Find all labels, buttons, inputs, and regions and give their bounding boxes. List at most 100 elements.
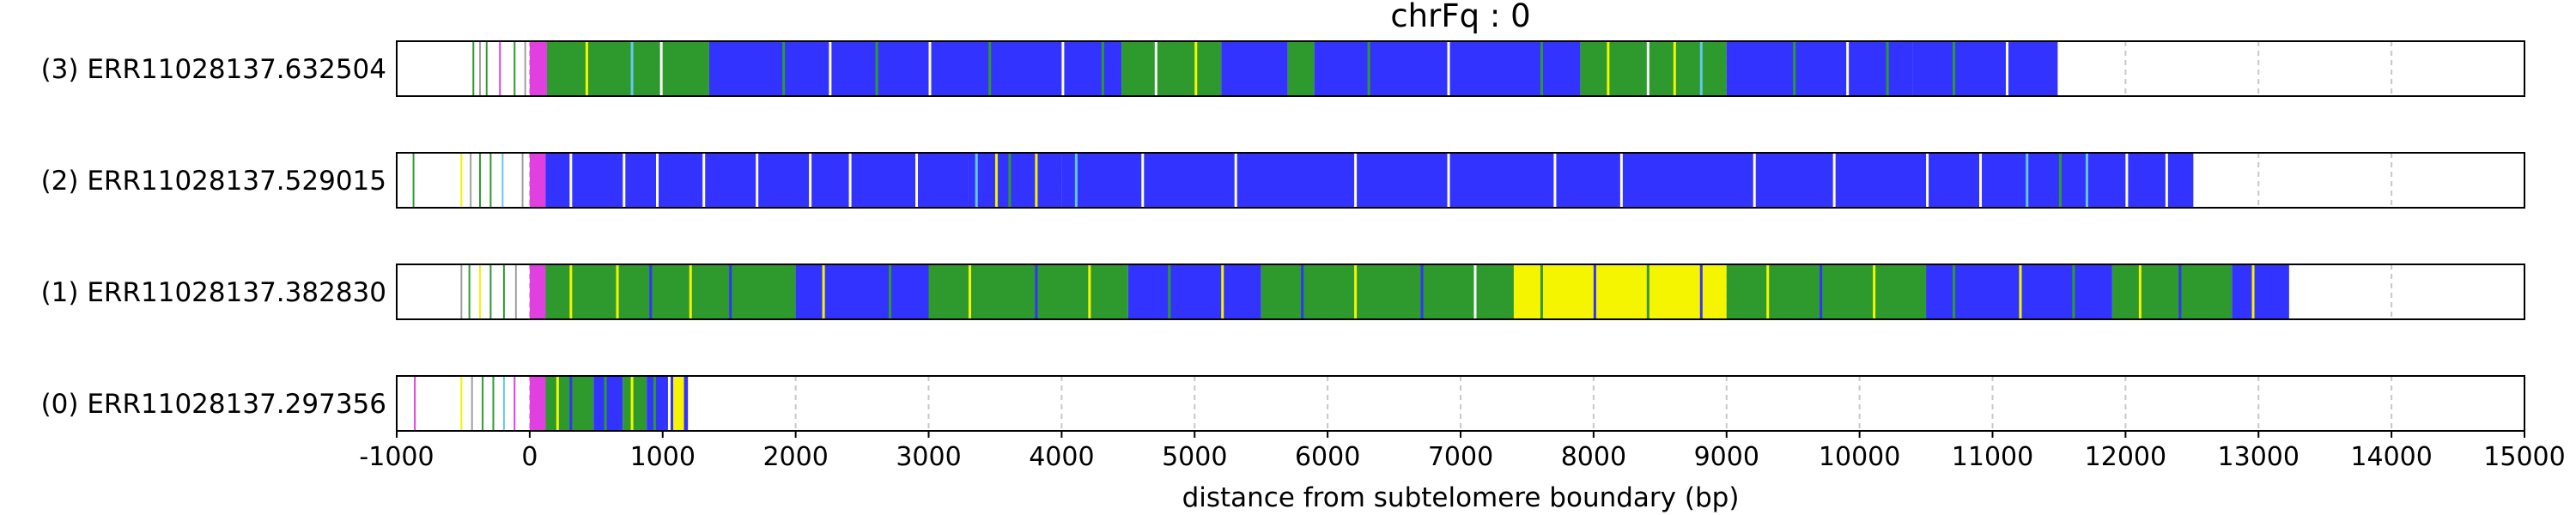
read-track: (1) ERR11028137.382830 (41, 264, 2525, 320)
stripe (569, 153, 573, 208)
read-label: (0) ERR11028137.297356 (41, 389, 386, 420)
stripe (1074, 153, 1078, 208)
stripe (1354, 264, 1358, 319)
x-tick-label: 10000 (1819, 442, 1900, 472)
x-tick-label: 14000 (2350, 442, 2432, 472)
stripe (1953, 264, 1956, 319)
stripe (667, 376, 671, 431)
stripe (1420, 264, 1424, 319)
stripe (630, 376, 634, 431)
stripe (1886, 41, 1889, 96)
read-label: (1) ERR11028137.382830 (41, 277, 386, 308)
stripe (1234, 153, 1237, 208)
segment (1121, 41, 1222, 96)
segment (2019, 153, 2194, 208)
x-tick-label: 6000 (1295, 442, 1360, 472)
segment (1287, 41, 1315, 96)
stripe (1154, 41, 1157, 96)
x-tick-label: 3000 (896, 442, 961, 472)
segment (545, 264, 796, 319)
stripe (1367, 41, 1370, 96)
stripe (822, 264, 825, 319)
x-tick-label: 8000 (1561, 442, 1626, 472)
segment (529, 41, 548, 96)
stripe (659, 41, 663, 96)
read-track: (3) ERR11028137.632504 (41, 40, 2525, 97)
prelude-mark (501, 153, 504, 208)
segment (547, 41, 709, 96)
segment (928, 264, 1128, 319)
stripe (1141, 153, 1145, 208)
stripe (1061, 41, 1065, 96)
stripe (1035, 153, 1038, 208)
x-axis-label: distance from subtelomere boundary (bp) (1182, 482, 1740, 513)
stripe (1194, 41, 1198, 96)
stripe (1221, 264, 1224, 319)
stripe (2165, 153, 2168, 208)
segment (1580, 41, 1727, 96)
stripe (756, 153, 759, 208)
stripe (630, 41, 634, 96)
segment (623, 376, 647, 431)
segment (968, 153, 1062, 208)
stripe (2019, 264, 2022, 319)
prelude-mark (460, 264, 463, 319)
read-label: (2) ERR11028137.529015 (41, 166, 386, 197)
stripe (1035, 264, 1038, 319)
stripe (585, 41, 588, 96)
track-frame-bg (397, 376, 2524, 431)
prelude-mark (472, 41, 475, 96)
x-tick-label: 13000 (2218, 442, 2300, 472)
stripe (1820, 264, 1823, 319)
stripe (2072, 264, 2075, 319)
segment (2111, 264, 2233, 319)
segment (1127, 264, 1261, 319)
stripe (1673, 41, 1676, 96)
x-tick-label: 1000 (630, 442, 696, 472)
stripe (915, 153, 919, 208)
x-tick-label: 7000 (1428, 442, 1493, 472)
segment (673, 376, 684, 431)
stripe (1607, 41, 1610, 96)
segment (529, 153, 546, 208)
stripe (1168, 264, 1171, 319)
stripe (1473, 264, 1477, 319)
prelude-mark (502, 264, 505, 319)
segment (2232, 264, 2289, 319)
stripe (656, 153, 659, 208)
stripe (1447, 41, 1450, 96)
stripe (2125, 153, 2129, 208)
chart-title: chrFq : 0 (1390, 0, 1530, 34)
prelude-mark (460, 376, 463, 431)
segment (683, 376, 689, 431)
stripe (1354, 153, 1358, 208)
prelude-mark (470, 153, 472, 208)
stripe (889, 264, 892, 319)
stripe (928, 41, 932, 96)
stripe (1088, 264, 1091, 319)
read-track: (2) ERR11028137.529015 (41, 152, 2525, 209)
prelude-mark (502, 376, 505, 431)
stripe (1793, 41, 1796, 96)
prelude-mark (499, 41, 501, 96)
stripe (1699, 264, 1703, 319)
stripe (604, 376, 607, 431)
x-tick-label: 2000 (762, 442, 828, 472)
prelude-mark (485, 41, 488, 96)
stripe (1540, 264, 1543, 319)
x-tick-label: -1000 (359, 442, 434, 472)
stripe (649, 264, 653, 319)
prelude-mark (479, 264, 482, 319)
stripe (2178, 264, 2182, 319)
segment (1726, 264, 1927, 319)
stripe (829, 41, 832, 96)
segment (1513, 264, 1727, 319)
stripe (994, 153, 998, 208)
segment (1221, 41, 1288, 96)
stripe (1873, 264, 1876, 319)
prelude-mark (489, 153, 492, 208)
prelude-mark (513, 41, 516, 96)
stripe (623, 153, 626, 208)
stripe (2058, 153, 2062, 208)
segment (529, 376, 546, 431)
